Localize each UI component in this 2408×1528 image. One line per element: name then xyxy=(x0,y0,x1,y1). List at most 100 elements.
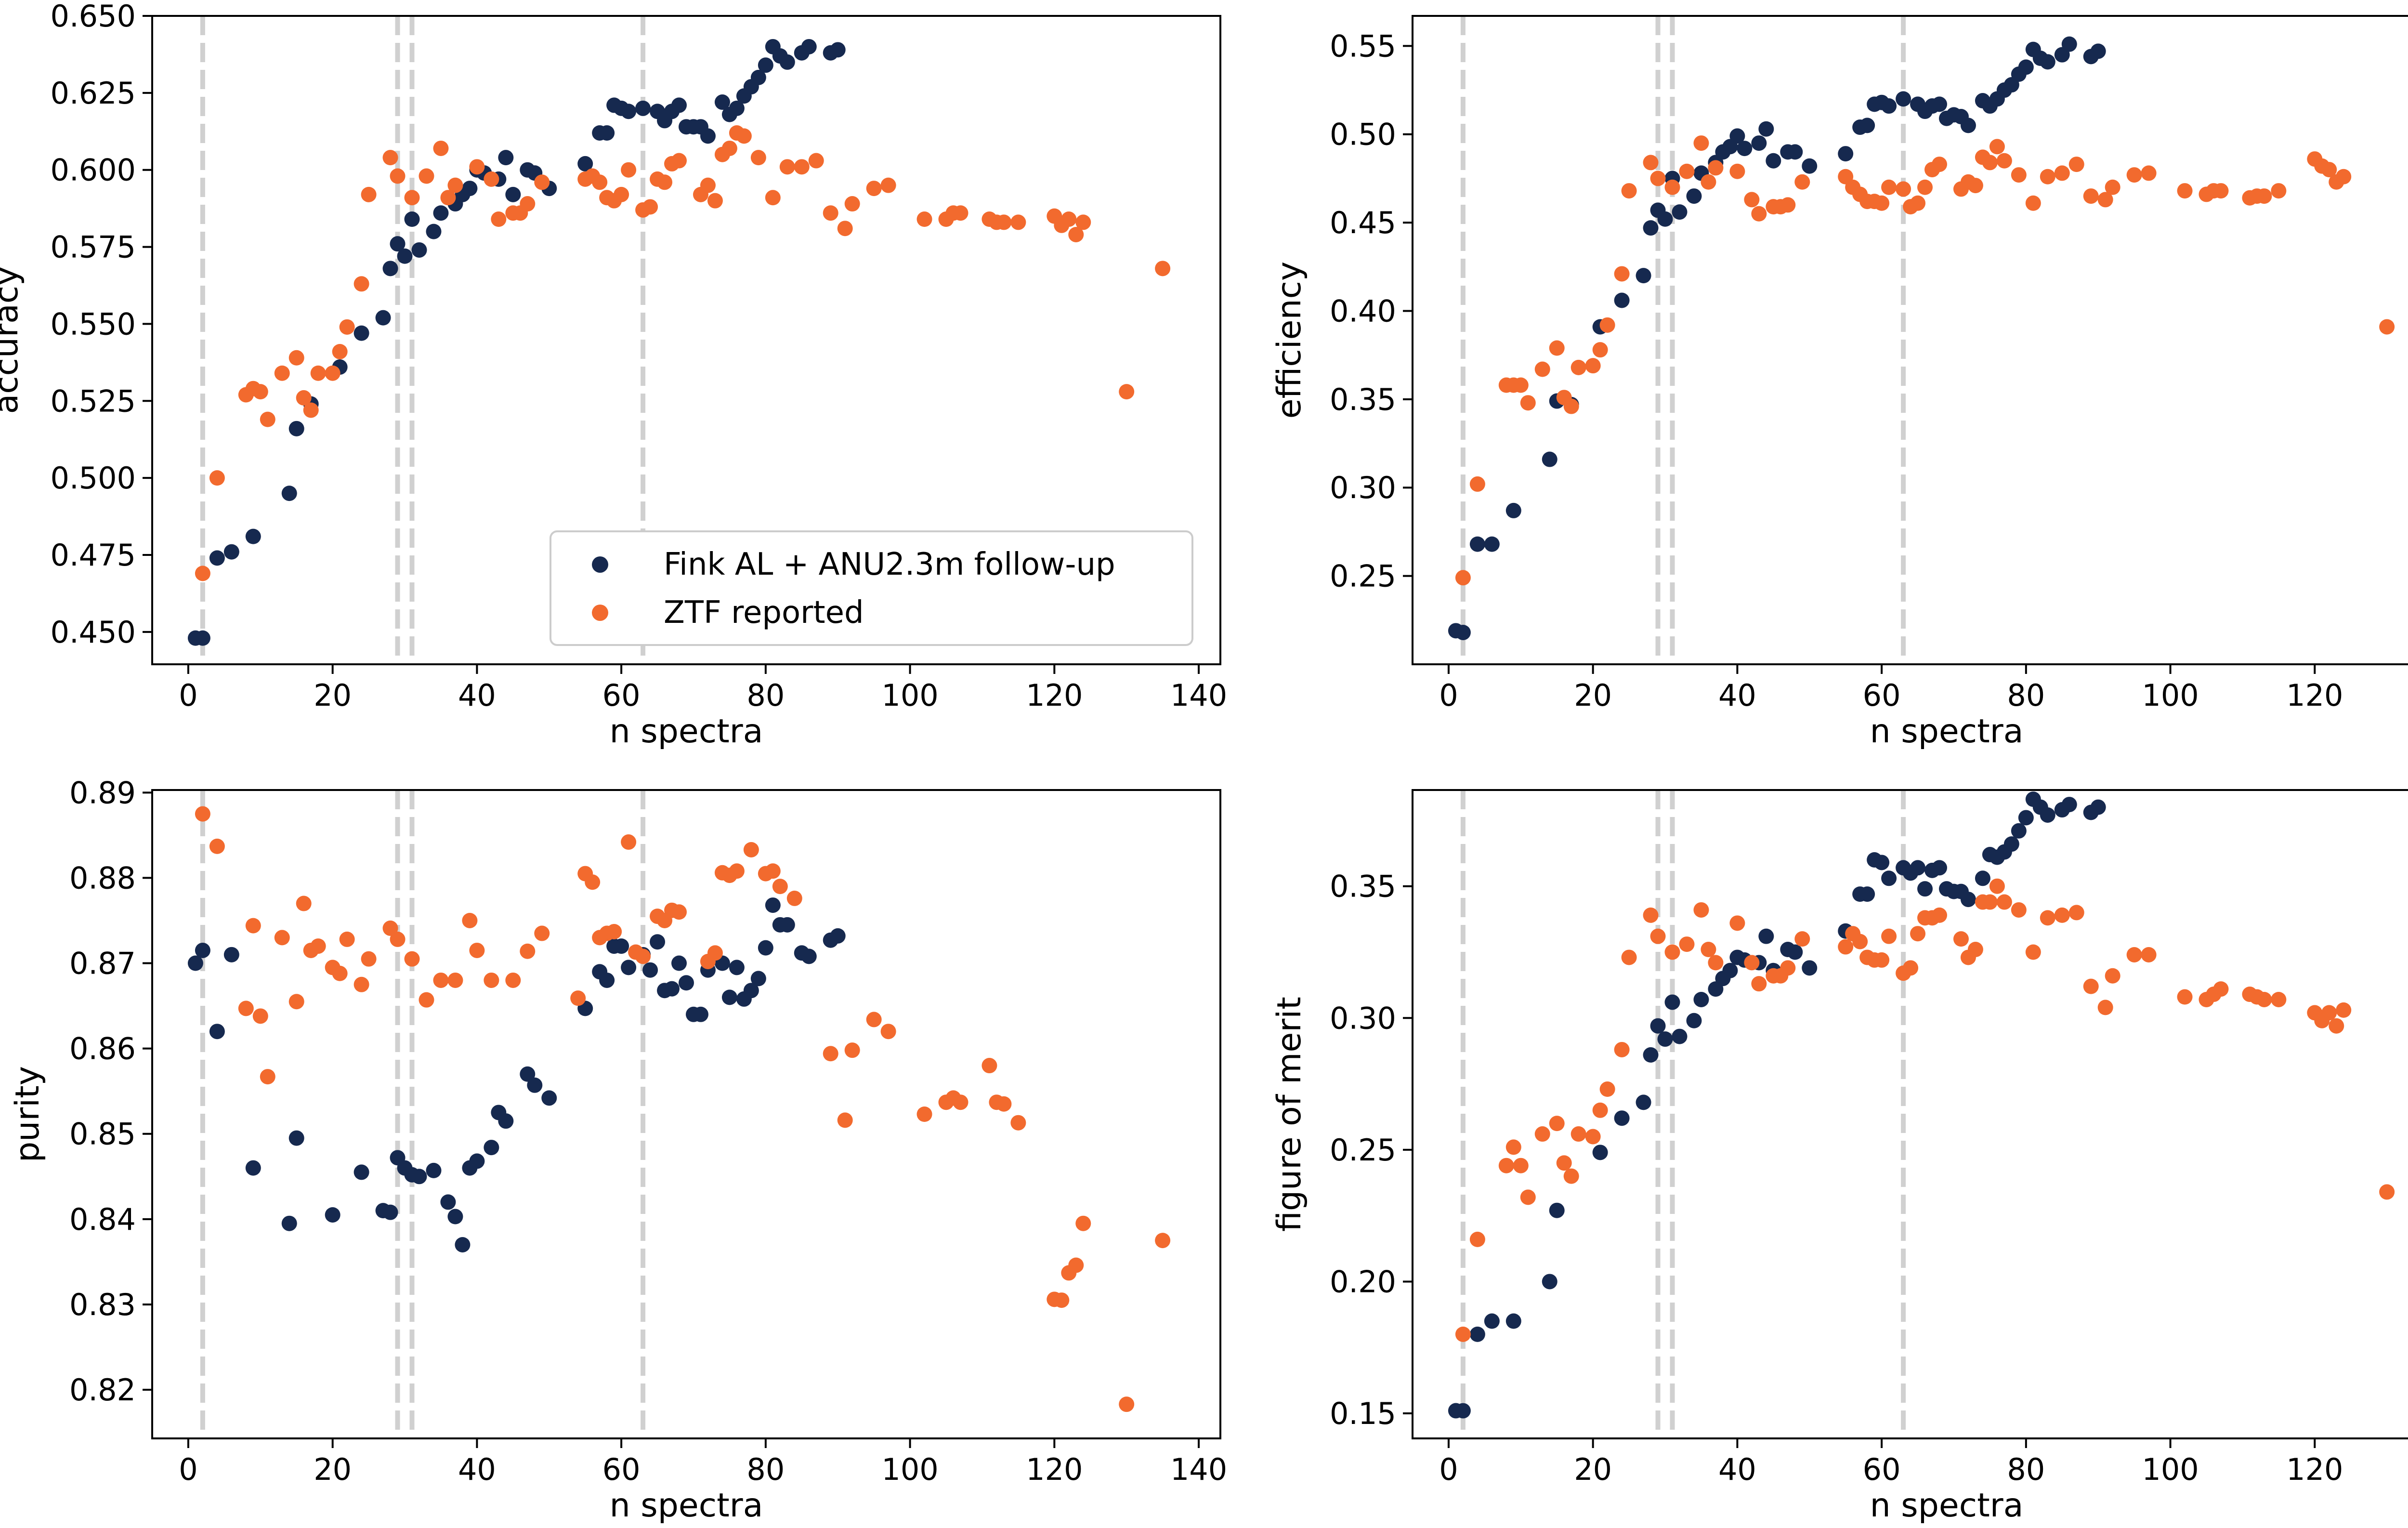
point-fink-44 xyxy=(721,989,737,1005)
ytick-label-7: 0.625 xyxy=(51,76,136,111)
point-fink-39 xyxy=(1932,860,1948,876)
ytick-label-7: 0.89 xyxy=(69,775,136,810)
xtick-label-40: 40 xyxy=(458,678,496,713)
point-ztf-23 xyxy=(469,159,485,175)
point-ztf-14 xyxy=(1614,266,1630,282)
point-fink-45 xyxy=(729,960,745,975)
point-ztf-49 xyxy=(772,879,788,895)
point-fink-56 xyxy=(830,928,846,944)
point-ztf-9 xyxy=(303,402,319,418)
point-ztf-8 xyxy=(296,896,312,911)
point-ztf-21 xyxy=(440,190,456,206)
point-fink-2 xyxy=(1469,1326,1485,1342)
point-fink-55 xyxy=(801,39,817,54)
point-fink-2 xyxy=(209,1024,225,1040)
point-ztf-67 xyxy=(2271,991,2287,1007)
xtick-label-0: 0 xyxy=(179,678,197,713)
point-ztf-57 xyxy=(2105,968,2120,984)
point-ztf-28 xyxy=(1780,197,1796,213)
point-fink-16 xyxy=(440,1194,456,1210)
point-ztf-3 xyxy=(1505,1139,1521,1155)
point-fink-11 xyxy=(382,261,398,277)
point-fink-50 xyxy=(2018,810,2034,826)
point-fink-41 xyxy=(693,1006,708,1022)
point-fink-55 xyxy=(2061,36,2077,52)
point-fink-12 xyxy=(390,236,406,252)
point-fink-37 xyxy=(1917,881,1933,897)
point-ztf-11 xyxy=(1585,358,1601,374)
point-ztf-39 xyxy=(1910,926,1926,942)
point-fink-10 xyxy=(382,1204,398,1220)
point-ztf-22 xyxy=(462,912,478,928)
point-fink-1 xyxy=(1455,624,1471,640)
point-fink-24 xyxy=(520,1066,536,1082)
xtick-label-20: 20 xyxy=(314,678,352,713)
point-fink-25 xyxy=(1766,153,1781,169)
point-fink-13 xyxy=(1664,994,1680,1010)
point-ztf-56 xyxy=(2097,192,2113,208)
point-ztf-44 xyxy=(700,177,716,193)
y-axis-label: figure of merit xyxy=(1270,997,1309,1232)
point-ztf-72 xyxy=(2336,1002,2352,1018)
point-ztf-36 xyxy=(1881,928,1897,944)
point-ztf-43 xyxy=(1953,931,1969,947)
point-ztf-10 xyxy=(1570,1126,1586,1142)
point-fink-53 xyxy=(2040,807,2055,823)
point-fink-7 xyxy=(325,1207,340,1223)
point-ztf-52 xyxy=(2040,910,2055,926)
point-ztf-55 xyxy=(823,205,838,221)
point-fink-25 xyxy=(527,1077,543,1093)
point-ztf-57 xyxy=(844,196,860,212)
point-fink-3 xyxy=(1484,536,1500,552)
xtick-label-120: 120 xyxy=(1026,678,1083,713)
panel-figure-of-merit: 0204060801001201400.150.200.250.300.35n … xyxy=(1270,789,2408,1525)
plot-frame xyxy=(1412,789,2408,1439)
panel-purity: 0 20 40 60 80 100 120 140 0.82 0.83 0.84 0.85 0.86 0.… xyxy=(9,775,1227,1525)
point-ztf-15 xyxy=(1621,183,1637,199)
point-fink-32 xyxy=(621,960,637,975)
point-fink-55 xyxy=(2061,797,2077,813)
point-ztf-22 xyxy=(447,177,463,193)
y-axis-label: purity xyxy=(9,1066,47,1162)
point-ztf-18 xyxy=(404,951,420,967)
point-ztf-42 xyxy=(707,945,723,961)
point-ztf-0 xyxy=(1455,570,1471,586)
point-ztf-15 xyxy=(1621,949,1637,965)
point-ztf-10 xyxy=(310,938,326,954)
point-ztf-7 xyxy=(1549,340,1565,356)
point-ztf-25 xyxy=(505,972,521,988)
point-fink-23 xyxy=(1758,928,1774,944)
point-fink-3 xyxy=(223,544,239,560)
point-ztf-50 xyxy=(750,150,766,166)
point-ztf-47 xyxy=(1982,894,1998,910)
point-ztf-25 xyxy=(1751,976,1767,992)
point-fink-50 xyxy=(2018,59,2034,75)
point-ztf-9 xyxy=(1563,1168,1579,1184)
point-ztf-71 xyxy=(2329,1018,2344,1034)
xtick-label-60: 60 xyxy=(602,678,641,713)
ytick-label-4: 0.86 xyxy=(69,1031,136,1067)
ytick-label-1: 0.83 xyxy=(69,1287,136,1322)
point-fink-23 xyxy=(1751,135,1767,151)
point-ztf-17 xyxy=(1650,928,1666,944)
point-ztf-49 xyxy=(736,128,752,144)
point-fink-39 xyxy=(1932,96,1948,112)
point-ztf-28 xyxy=(1780,960,1796,976)
point-ztf-48 xyxy=(1989,139,2005,155)
xtick-label-80: 80 xyxy=(2007,678,2045,713)
point-fink-35 xyxy=(650,934,666,950)
xtick-label-100: 100 xyxy=(2142,1452,2199,1487)
point-ztf-18 xyxy=(404,190,420,206)
point-ztf-56 xyxy=(837,221,853,237)
point-ztf-56 xyxy=(2097,1000,2113,1015)
point-ztf-36 xyxy=(635,948,651,964)
point-ztf-7 xyxy=(288,994,304,1010)
point-ztf-72 xyxy=(1075,214,1091,230)
point-ztf-52 xyxy=(2040,169,2055,184)
point-ztf-59 xyxy=(2141,947,2157,962)
point-ztf-14 xyxy=(353,276,369,292)
point-ztf-58 xyxy=(2126,167,2142,183)
point-fink-7 xyxy=(1592,1145,1608,1160)
point-fink-20 xyxy=(462,181,478,197)
plot-frame xyxy=(1412,15,2408,665)
